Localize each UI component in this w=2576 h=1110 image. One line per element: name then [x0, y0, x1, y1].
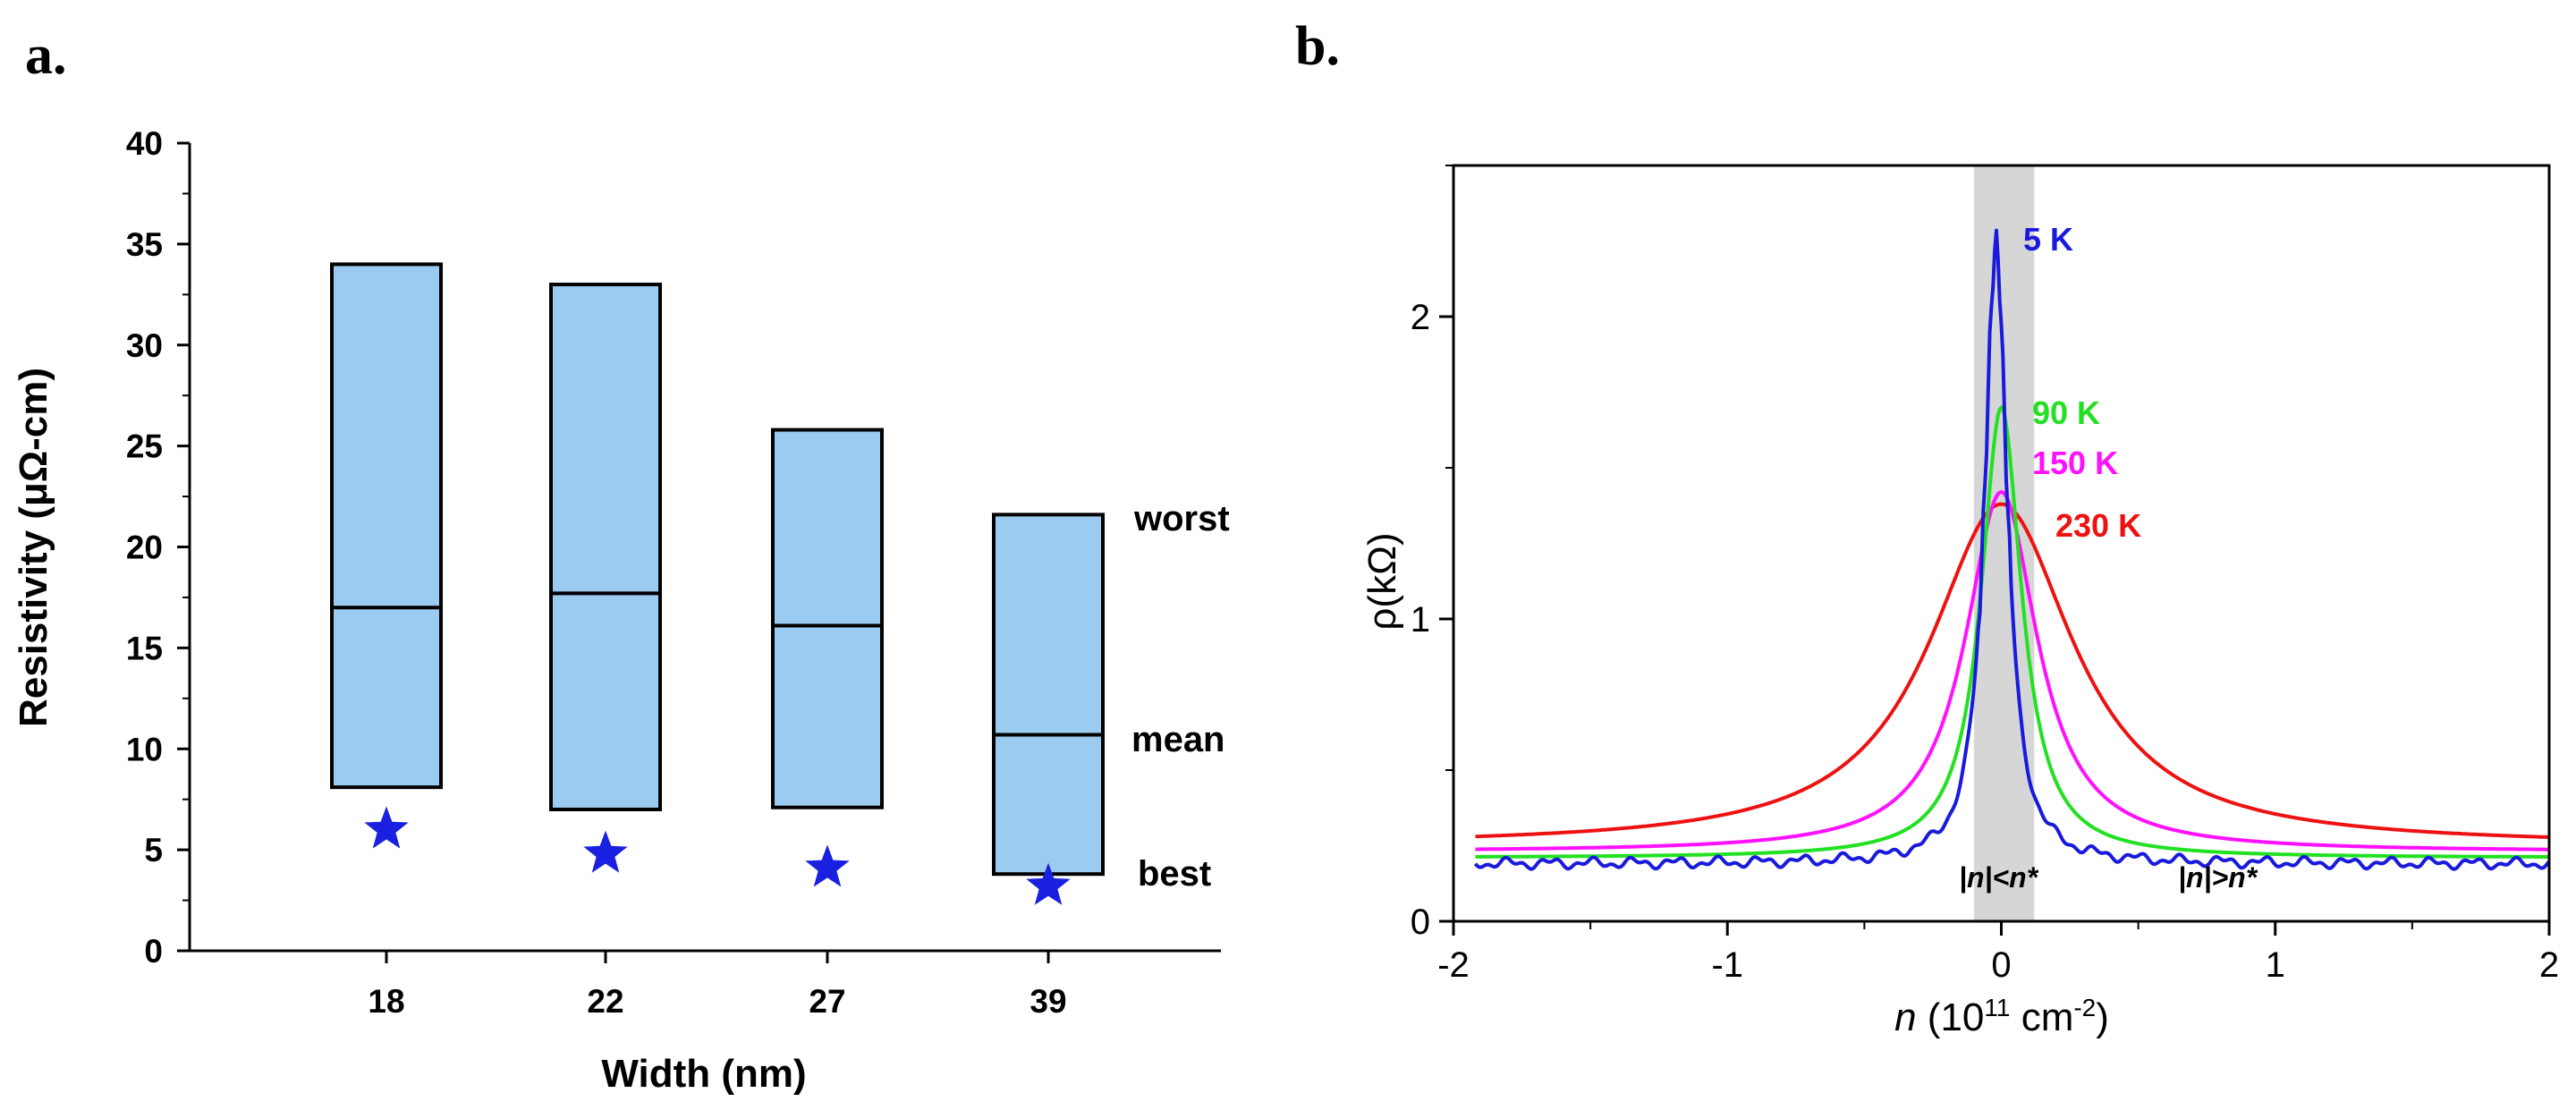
- box-22: [549, 283, 662, 811]
- y-tick-label: 10: [126, 731, 163, 767]
- y-tick-label: 35: [126, 226, 163, 263]
- curve-label-230k: 230 K: [2055, 507, 2141, 544]
- x-tick-label: 22: [587, 983, 623, 1020]
- panel-a-label: a.: [25, 25, 67, 86]
- curve-label-150k: 150 K: [2032, 445, 2118, 481]
- mean-annotation: mean: [1131, 720, 1225, 759]
- box-39: [992, 513, 1105, 877]
- y-tick-label: 40: [126, 125, 163, 162]
- x-axis-label: Width (nm): [601, 1052, 806, 1096]
- curve-label-90k: 90 K: [2032, 394, 2100, 431]
- y-axis-label: Resistivity (μΩ-cm): [12, 368, 55, 727]
- x-tick-label: 1: [2266, 945, 2285, 985]
- x-tick-label: 0: [1991, 945, 2011, 985]
- x-tick-label: -2: [1437, 945, 1470, 985]
- y-tick-label: 1: [1411, 600, 1430, 640]
- y-tick-label: 30: [126, 327, 163, 364]
- best-star-22: [583, 830, 628, 873]
- best-star-27: [805, 844, 850, 887]
- y-tick-label: 20: [126, 530, 163, 566]
- curve-label-5k: 5 K: [2023, 221, 2073, 258]
- x-tick-label: -1: [1711, 945, 1743, 985]
- curve-150k: [1475, 490, 2549, 852]
- curve-5k: [1473, 228, 2551, 871]
- y-tick-label: 25: [126, 428, 163, 465]
- x-tick-label: 39: [1030, 983, 1066, 1020]
- y-tick-label: 15: [126, 630, 163, 666]
- y-tick-label: 0: [144, 933, 163, 970]
- y-tick-label: 0: [1411, 902, 1430, 942]
- y-tick-label: 2: [1411, 298, 1430, 337]
- best-star-39: [1026, 862, 1071, 905]
- box-27: [771, 428, 884, 809]
- best-star-18: [364, 806, 409, 849]
- y-axis-label: ρ(kΩ): [1360, 532, 1404, 630]
- resistivity-box-chart: 0 5 10 15 20 25 30 35 40 18 22 27 39 Width (nm) Res…: [12, 125, 1230, 1096]
- curve-90k: [1475, 405, 2549, 859]
- y-tick-label: 5: [144, 832, 163, 869]
- x-tick-label: 2: [2539, 945, 2559, 985]
- region-label-outer: |n|>n*: [2178, 861, 2258, 894]
- panel-b-label: b.: [1295, 16, 1340, 77]
- x-axis-label: n (1011 cm-2): [1894, 994, 2109, 1039]
- box-18: [330, 262, 443, 790]
- x-tick-label: 18: [368, 983, 404, 1020]
- region-label-inner: |n|<n*: [1959, 861, 2039, 894]
- resistance-vs-density-chart: -2 -1 0 1 2 0 1 2 n (1011 cm-2) ρ(kΩ) 5 K 90 K…: [1360, 164, 2559, 1039]
- x-tick-label: 27: [809, 983, 845, 1020]
- best-annotation: best: [1138, 854, 1211, 894]
- worst-annotation: worst: [1133, 499, 1230, 538]
